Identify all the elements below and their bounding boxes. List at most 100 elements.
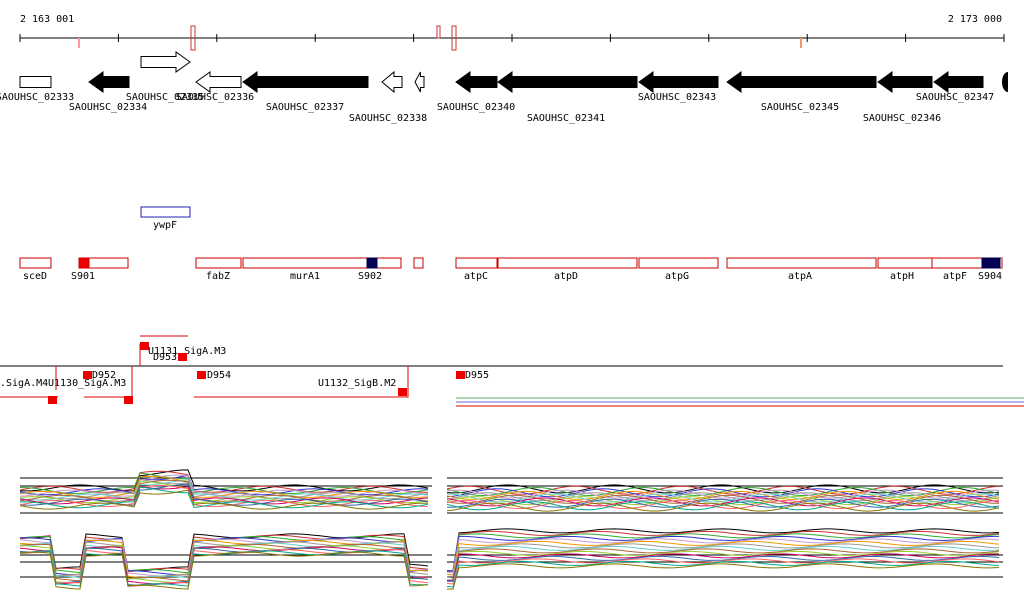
expression-line (446, 530, 1000, 573)
operon-box (366, 257, 378, 269)
promoter-label: U1132_SigB.M2 (318, 378, 396, 389)
gene-label: SAOUHSC_02341 (527, 113, 605, 124)
promoter-marker (48, 396, 57, 404)
expression-line (446, 558, 1000, 585)
gene-label: SAOUHSC_02333 (0, 92, 74, 103)
operon-label: fabZ (206, 271, 230, 282)
expression-line (19, 472, 429, 495)
operon-box (877, 257, 933, 269)
operon-label: atpA (788, 271, 812, 282)
expression-line (19, 470, 428, 493)
operon-box (455, 257, 498, 269)
operon-box (497, 257, 638, 269)
promoter-marker (140, 342, 149, 350)
expression-line (446, 533, 1000, 573)
gene-arrow (19, 76, 52, 88)
operon-label: S902 (358, 271, 382, 282)
gene-label: SAOUHSC_02338 (349, 113, 427, 124)
expression-line (446, 535, 999, 572)
gene-label: SAOUHSC_02345 (761, 102, 839, 113)
gene-label: SAOUHSC_02340 (437, 102, 515, 113)
expression-line (19, 483, 429, 506)
promoter-span (194, 366, 409, 398)
promoter-marker (398, 388, 407, 396)
expression-line (19, 533, 429, 572)
operon-label: atpG (665, 271, 689, 282)
promoter-label: D952 (92, 370, 116, 381)
operon-label: atpD (554, 271, 578, 282)
axis-start: 2 163 001 (20, 14, 74, 25)
operon-box (78, 257, 90, 269)
promoter-label: D953 (153, 352, 177, 363)
gene-arrow (726, 71, 877, 93)
expression-line (19, 537, 429, 576)
expression-line (19, 478, 429, 500)
gene-arrow (638, 71, 719, 93)
expression-line (19, 484, 429, 508)
expression-line (446, 528, 1000, 572)
gene-arrow (195, 71, 242, 93)
promoter-label: U1131_SigA.M3 (148, 346, 226, 357)
gene-arrow (497, 71, 638, 93)
expression-line (446, 560, 1000, 588)
marker (436, 25, 441, 39)
gene-label: SAOUHSC_02334 (69, 102, 147, 113)
gene-arrow (414, 71, 425, 93)
gene-label: SAOUHSC_02336 (176, 92, 254, 103)
promoter-label: D955 (465, 370, 489, 381)
operon-label: sceD (23, 271, 47, 282)
operon-label: murA1 (290, 271, 320, 282)
gene-arrow (877, 71, 933, 93)
expression-line (446, 555, 1000, 582)
operon-box (242, 257, 402, 269)
expression-line (19, 474, 429, 496)
operon-label: atpF (943, 271, 967, 282)
expression-line (19, 486, 429, 509)
marker (451, 25, 457, 51)
gene-arrow (242, 71, 369, 93)
expression-line (446, 494, 1000, 504)
expression-line (446, 496, 1000, 506)
expression-line (446, 563, 1000, 590)
gene-arrow (140, 51, 191, 73)
expression-line (446, 550, 1000, 582)
expression-line (19, 481, 429, 504)
marker (190, 25, 196, 51)
gene-label: SAOUHSC_02343 (638, 92, 716, 103)
gene-label: SAOUHSC_02335 (126, 92, 204, 103)
gene-arrow (381, 70, 403, 94)
expression-line (19, 545, 429, 584)
expression-line (446, 499, 1000, 510)
expression-line (446, 543, 1000, 579)
expression-line (446, 545, 1000, 581)
expression-line (446, 502, 1000, 512)
expression-line (446, 484, 1000, 494)
operon-box (195, 257, 242, 269)
gene-label: SAOUHSC_02346 (863, 113, 941, 124)
operon-box (931, 257, 1003, 269)
expression-line (446, 498, 1000, 508)
gene-label: SAOUHSC_02347 (916, 92, 994, 103)
marker (78, 38, 80, 48)
promoter-marker (83, 371, 92, 379)
promoter-label: D954 (207, 370, 231, 381)
expression-line (19, 479, 429, 502)
promoter-marker (456, 371, 465, 379)
gene-label: SAOUHSC_02337 (266, 102, 344, 113)
expression-line (446, 538, 1000, 573)
marker (800, 38, 802, 48)
expression-line (19, 485, 429, 505)
expression-line (446, 486, 1000, 497)
operon-box (19, 257, 52, 269)
promoter-label: .SigA.M4 (0, 378, 48, 389)
expression-line (446, 493, 1000, 503)
operon-label: atpC (464, 271, 488, 282)
operon-box (638, 257, 719, 269)
expression-line (19, 478, 429, 501)
expression-line (19, 469, 429, 492)
expression-line (19, 551, 429, 590)
expression-line (446, 548, 1000, 582)
expression-line (19, 489, 429, 510)
gene-arrow (1002, 72, 1008, 92)
